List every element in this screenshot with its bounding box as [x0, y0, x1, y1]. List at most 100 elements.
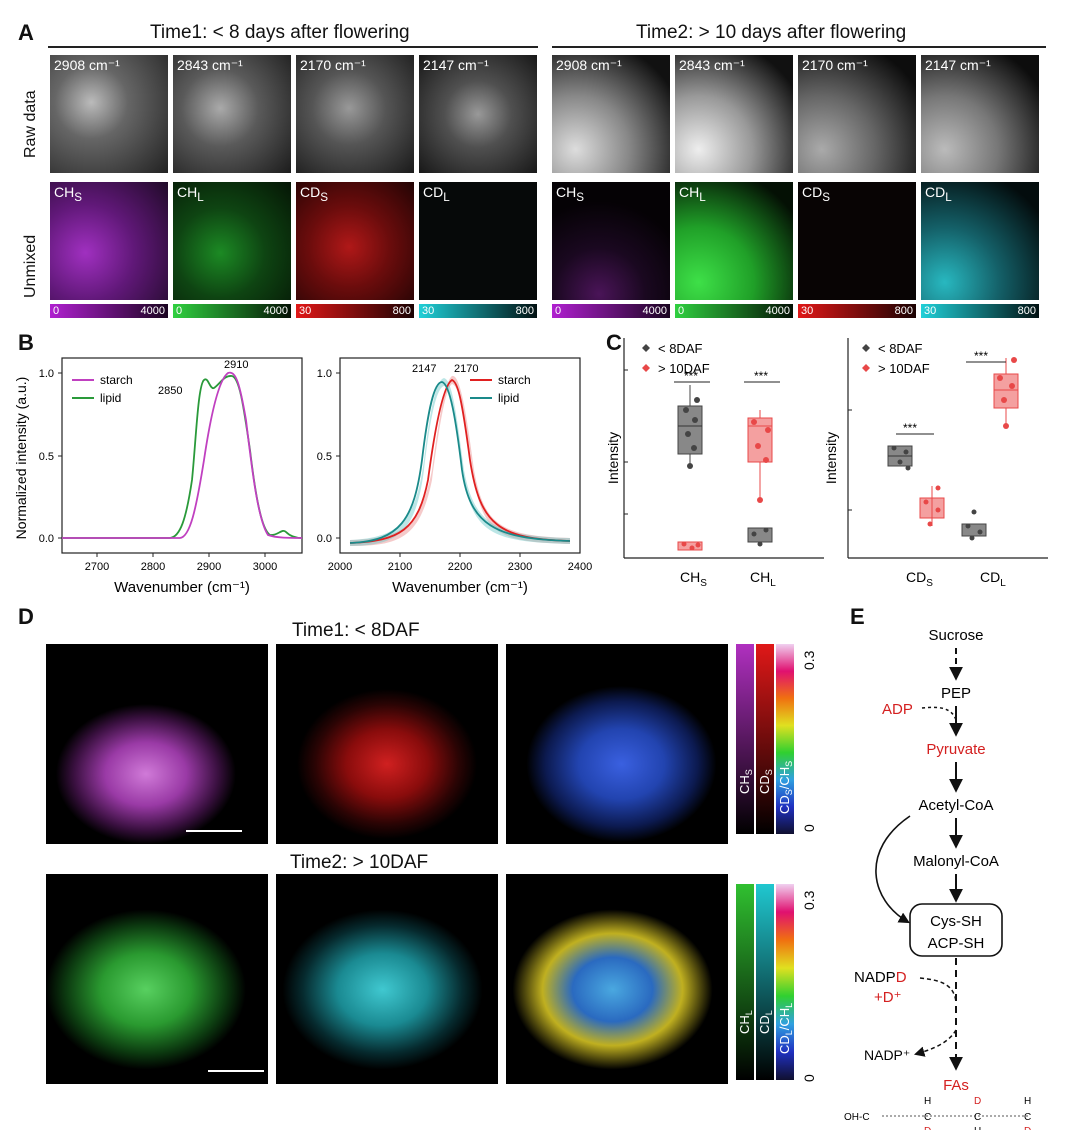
cbar-sub: S: [784, 789, 794, 795]
panel-c-boxplots: Intensity < 8DAF > 10DAF *** *** CHS CHL…: [605, 338, 1048, 589]
chain-h: H: [974, 1126, 981, 1130]
left-xtick: 2700: [85, 561, 109, 573]
starch-cd-spectrum-line: [349, 379, 571, 544]
unmixed-sub: S: [822, 190, 831, 204]
colorbar-cds-t2: 30 800: [798, 304, 916, 318]
left-ylabel: Normalized intensity (a.u.): [13, 377, 29, 540]
chain-h: H: [1024, 1096, 1031, 1107]
cat-sub: S: [700, 578, 707, 589]
cbar-sub: L: [764, 1010, 774, 1015]
left-xtick: 2900: [197, 561, 221, 573]
unmixed-label: CH: [54, 184, 75, 200]
c-cat-cds: CDS: [906, 569, 933, 589]
colorbar-min: 0: [678, 305, 685, 317]
cbar-main: CD: [777, 795, 792, 814]
unmixed-sub: L: [699, 190, 706, 204]
panel-d-letter: D: [18, 604, 34, 629]
cbar-sub: L: [744, 1010, 754, 1015]
scale-top: 0.3: [801, 890, 817, 910]
colorbar-min: 0: [555, 305, 562, 317]
left-xtick: 2800: [141, 561, 165, 573]
cbar-label: CDL: [757, 1010, 774, 1034]
starch-spectrum-line: [62, 371, 303, 539]
panel-a-letter: A: [18, 20, 34, 45]
d-t1-chs-image: [46, 644, 268, 844]
d-t1-colorbar-labels: CHS CDS CDS/CHS: [737, 761, 794, 814]
node-adp: ADP: [882, 701, 913, 718]
c-cat-cdl: CDL: [980, 569, 1006, 589]
raw-tile-t2-2170: 2170 cm⁻¹: [798, 55, 916, 173]
d-t1-scale-labels: 0.3 0: [801, 650, 817, 832]
colorbar-min: 30: [924, 305, 937, 317]
time2-header: Time2: > 10 days after flowering: [636, 22, 907, 43]
peak-annotation: 2170: [454, 363, 478, 375]
raw-tile-label: 2908 cm⁻¹: [54, 57, 120, 73]
unmixed-tile-t2-chl: CHL: [675, 182, 793, 300]
sig-stars: ***: [903, 421, 917, 435]
right-xtick: 2300: [508, 561, 532, 573]
c-cat-chs: CHS: [680, 569, 707, 589]
chain-d: D: [1024, 1126, 1031, 1130]
d-t2-ratio-image: [506, 874, 728, 1084]
raw-tile-label: 2843 cm⁻¹: [177, 57, 243, 73]
raw-tile-t1-2908: 2908 cm⁻¹: [50, 55, 168, 173]
colorbar-cdl-t2: 30 800: [921, 304, 1039, 318]
node-pyruvate: Pyruvate: [926, 741, 985, 758]
arrow-adp: [921, 706, 957, 721]
raw-tile-label: 2147 cm⁻¹: [423, 57, 489, 73]
raw-tile-label: 2170 cm⁻¹: [802, 57, 868, 73]
left-ytick: 1.0: [39, 368, 54, 380]
lipid-error-band: [350, 378, 570, 546]
unmixed-sub: S: [320, 190, 329, 204]
cbar-label: CDS: [757, 769, 774, 794]
arrow-nadp-plus: [913, 1029, 957, 1057]
d-t1-colorbar-ratio: [776, 644, 794, 834]
c-right-ylabel: Intensity: [823, 432, 839, 484]
scale-bar: [186, 830, 242, 832]
d-t2-colorbar-cdl: [756, 884, 774, 1080]
cat-sub: L: [1000, 578, 1006, 589]
legend-8daf: < 8DAF: [658, 341, 702, 356]
cat-label: CD: [980, 569, 1000, 585]
legend-8daf-marker: [642, 344, 650, 352]
left-xtick: 3000: [253, 561, 277, 573]
cat-sub: S: [926, 578, 933, 589]
unmixed-tile-t1-cds: CDS: [296, 182, 414, 300]
node-plus-d: +D⁺: [874, 989, 902, 1006]
scale-bottom: 0: [801, 1074, 817, 1082]
colorbar-chs-t2: 0 4000: [552, 304, 670, 318]
unmixed-sub: L: [945, 190, 952, 204]
cat-label: CH: [680, 569, 700, 585]
d-time2-title: Time2: > 10DAF: [290, 852, 429, 873]
node-nadpd: NADPD: [854, 969, 907, 986]
cbar-label: CHL: [737, 1010, 754, 1034]
legend-8daf-marker: [862, 344, 870, 352]
unmixed-tile-t1-chl: CHL: [173, 182, 291, 300]
colorbar-min: 30: [299, 305, 312, 317]
raw-tile-t1-2170: 2170 cm⁻¹: [296, 55, 414, 173]
cbar-main: CH: [737, 775, 752, 794]
cbar-sub: S: [784, 761, 794, 767]
right-xtick: 2200: [448, 561, 472, 573]
left-ytick: 0.5: [39, 451, 54, 463]
scale-bottom: 0: [801, 824, 817, 832]
unmixed-label: CH: [556, 184, 577, 200]
raw-tile-t2-2147: 2147 cm⁻¹: [921, 55, 1039, 173]
cat-label: CH: [750, 569, 770, 585]
legend-10daf-marker: [642, 364, 650, 372]
legend-10daf: > 10DAF: [878, 361, 930, 376]
colorbar-chs-t1: 0 4000: [50, 304, 168, 318]
raw-tile-label: 2908 cm⁻¹: [556, 57, 622, 73]
cbar-sub: S: [764, 769, 774, 775]
time1-header-rule: [48, 46, 538, 48]
cbar-sub: S: [744, 769, 754, 775]
d-t2-cdl-image: [276, 874, 498, 1084]
legend-lipid: lipid: [100, 391, 121, 405]
colorbar-min: 0: [53, 305, 60, 317]
panel-b-spectra: 0.0 0.5 1.0 2700 2800 2900 3000 Wavenumb…: [13, 357, 592, 596]
legend-10daf-marker: [862, 364, 870, 372]
arrow-nadpd: [919, 977, 957, 1003]
panel-e-letter: E: [850, 604, 865, 629]
raw-tile-t2-2843: 2843 cm⁻¹: [675, 55, 793, 173]
nadpd-d: D: [896, 969, 907, 986]
